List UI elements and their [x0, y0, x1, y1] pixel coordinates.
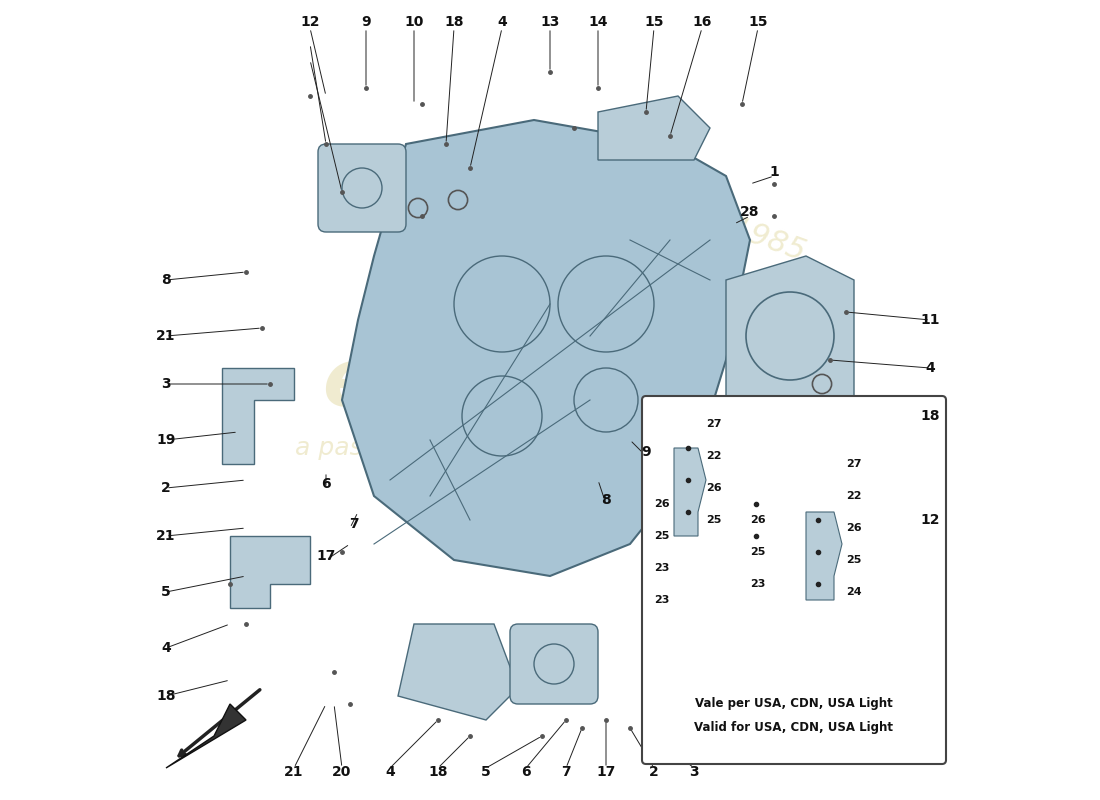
Text: 21: 21 [284, 765, 304, 779]
Text: 18: 18 [156, 689, 176, 703]
Polygon shape [726, 256, 854, 424]
FancyBboxPatch shape [318, 144, 406, 232]
Text: 10: 10 [405, 15, 424, 30]
Polygon shape [342, 120, 750, 576]
Text: 23: 23 [654, 563, 670, 573]
Text: 17: 17 [596, 765, 616, 779]
Polygon shape [222, 368, 294, 464]
Text: 14: 14 [588, 15, 607, 30]
FancyBboxPatch shape [510, 624, 598, 704]
Text: 4: 4 [385, 765, 395, 779]
Text: a passion for parts online: a passion for parts online [295, 436, 613, 460]
Text: 15: 15 [748, 15, 768, 30]
Text: 12: 12 [300, 15, 320, 30]
Polygon shape [598, 96, 710, 160]
Polygon shape [806, 512, 842, 600]
Text: 22: 22 [706, 451, 722, 461]
Text: 9: 9 [361, 15, 371, 30]
Text: 8: 8 [601, 493, 610, 507]
Text: since 1985: since 1985 [642, 182, 810, 266]
Polygon shape [166, 704, 246, 768]
Text: 25: 25 [654, 531, 670, 541]
Polygon shape [398, 624, 518, 720]
Text: 1: 1 [769, 165, 779, 179]
Text: 26: 26 [654, 499, 670, 509]
Text: 22: 22 [846, 491, 861, 501]
Text: 16: 16 [692, 15, 712, 30]
Text: 4: 4 [161, 641, 170, 655]
Polygon shape [674, 448, 706, 536]
Text: 4: 4 [925, 361, 935, 375]
Text: 9: 9 [641, 445, 651, 459]
Polygon shape [230, 536, 310, 608]
Text: 28: 28 [740, 205, 760, 219]
Text: 25: 25 [706, 515, 722, 525]
Text: 27: 27 [706, 419, 722, 429]
Text: 13: 13 [540, 15, 560, 30]
Text: 2: 2 [161, 481, 170, 495]
Text: 3: 3 [162, 377, 170, 391]
Text: 23: 23 [750, 579, 766, 589]
Text: 26: 26 [706, 483, 722, 493]
Text: europ: europ [321, 345, 586, 423]
Text: 23: 23 [654, 595, 670, 605]
Text: 6: 6 [521, 765, 531, 779]
Text: 8: 8 [161, 273, 170, 287]
Text: 3: 3 [690, 765, 698, 779]
Text: 2: 2 [649, 765, 659, 779]
Text: 11: 11 [921, 313, 939, 327]
Text: 17: 17 [317, 549, 336, 563]
Text: 18: 18 [444, 15, 464, 30]
Text: 20: 20 [332, 765, 352, 779]
Text: 5: 5 [481, 765, 491, 779]
Text: 26: 26 [750, 515, 766, 525]
Text: 25: 25 [846, 555, 861, 565]
Text: Valid for USA, CDN, USA Light: Valid for USA, CDN, USA Light [694, 722, 893, 734]
Text: 15: 15 [645, 15, 663, 30]
Text: 7: 7 [561, 765, 571, 779]
FancyBboxPatch shape [642, 396, 946, 764]
Text: 18: 18 [428, 765, 448, 779]
Text: Vale per USA, CDN, USA Light: Vale per USA, CDN, USA Light [695, 698, 893, 710]
Text: 6: 6 [321, 477, 331, 491]
Text: 24: 24 [846, 587, 861, 597]
Text: 26: 26 [846, 523, 861, 533]
Text: 7: 7 [349, 517, 359, 531]
Text: 4: 4 [497, 15, 507, 30]
Text: 18: 18 [921, 409, 939, 423]
Text: 19: 19 [156, 433, 176, 447]
Text: 12: 12 [921, 513, 939, 527]
Text: 5: 5 [161, 585, 170, 599]
Text: 25: 25 [750, 547, 766, 557]
Text: 21: 21 [156, 329, 176, 343]
Text: 21: 21 [156, 529, 176, 543]
Text: 27: 27 [846, 459, 861, 469]
